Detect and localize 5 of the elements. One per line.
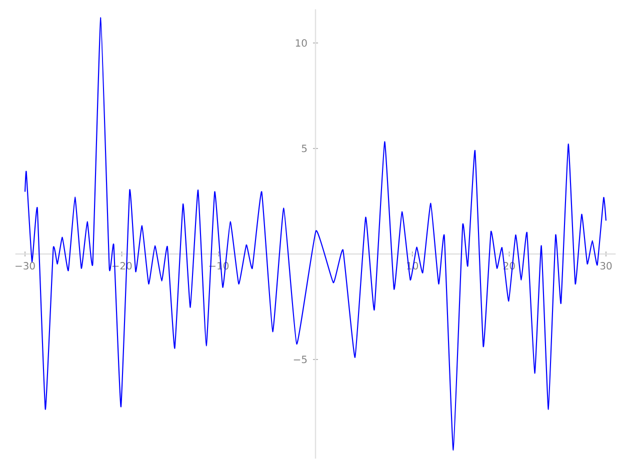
x-tick-label: −30 bbox=[16, 262, 35, 270]
y-tick-label: 5 bbox=[302, 144, 307, 152]
y-tick-label: −5 bbox=[294, 356, 307, 364]
y-tick-label: 10 bbox=[296, 39, 307, 47]
x-tick-label: 30 bbox=[600, 262, 612, 270]
